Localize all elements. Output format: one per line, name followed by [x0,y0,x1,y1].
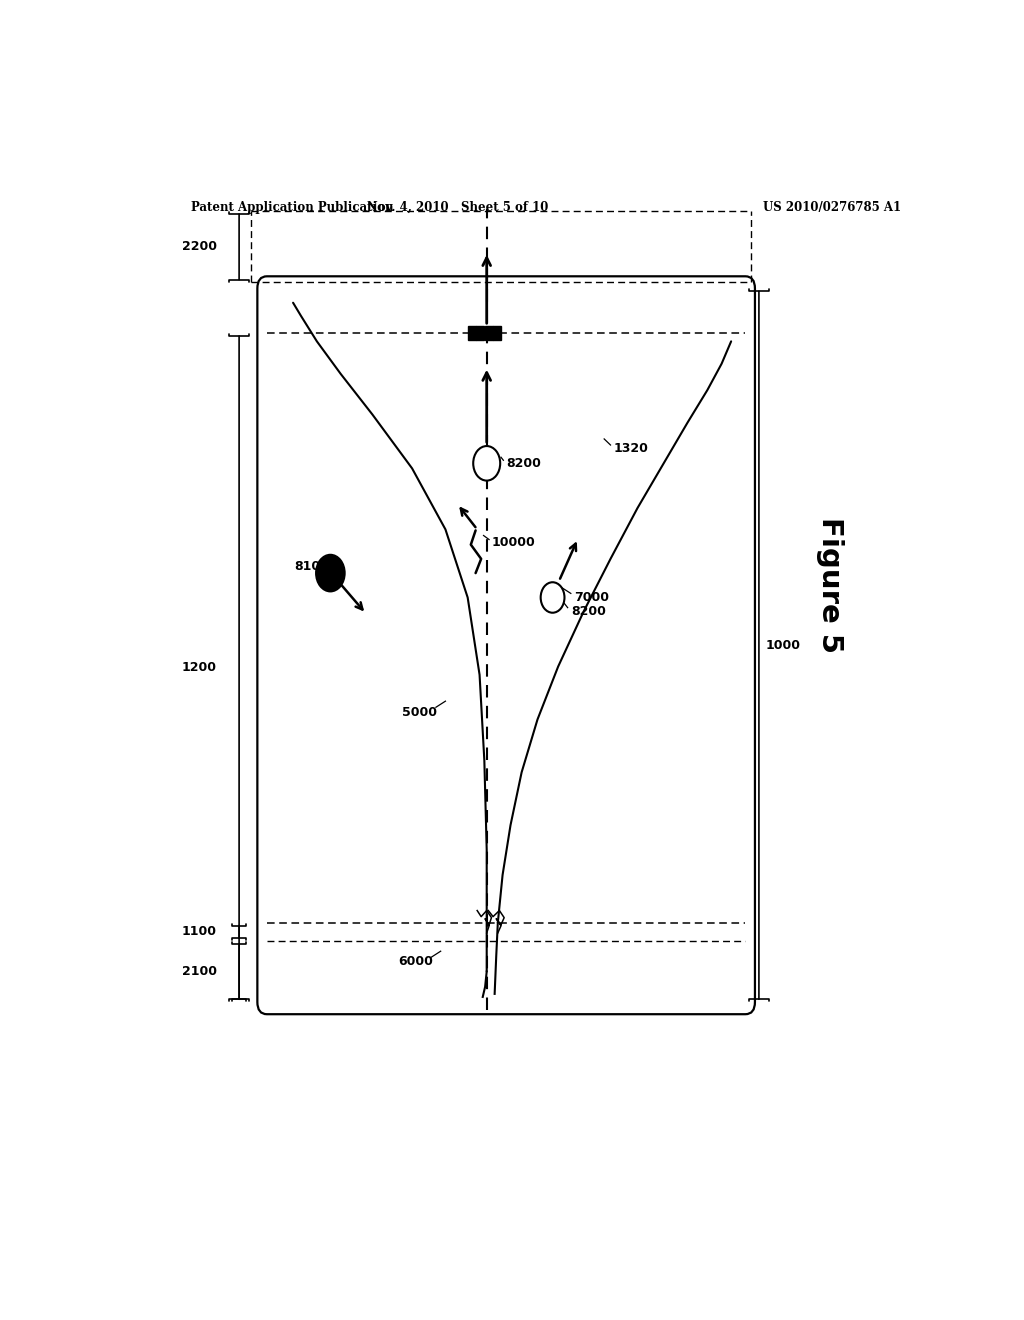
Text: Nov. 4, 2010   Sheet 5 of 10: Nov. 4, 2010 Sheet 5 of 10 [367,201,548,214]
Text: 8200: 8200 [570,605,606,618]
Text: 8100: 8100 [295,561,330,573]
Text: 8200: 8200 [506,457,541,470]
Text: US 2010/0276785 A1: US 2010/0276785 A1 [763,201,901,214]
Text: 1000: 1000 [766,639,801,652]
Bar [468,326,476,341]
Circle shape [541,582,564,612]
Bar [494,326,501,341]
Bar [476,326,484,341]
Text: 2200: 2200 [182,240,217,253]
Text: 1200: 1200 [182,661,217,675]
Circle shape [473,446,500,480]
Text: Patent Application Publication: Patent Application Publication [191,201,394,214]
Text: 5000: 5000 [401,706,437,719]
Text: Figure 5: Figure 5 [816,517,845,653]
Text: 6000: 6000 [397,954,433,968]
Text: 2100: 2100 [182,965,217,978]
Text: 1100: 1100 [182,925,217,939]
Text: 7000: 7000 [574,591,609,605]
Bar [485,326,494,341]
Text: 1320: 1320 [613,442,648,454]
Circle shape [316,554,345,591]
Text: 10000: 10000 [492,536,536,549]
